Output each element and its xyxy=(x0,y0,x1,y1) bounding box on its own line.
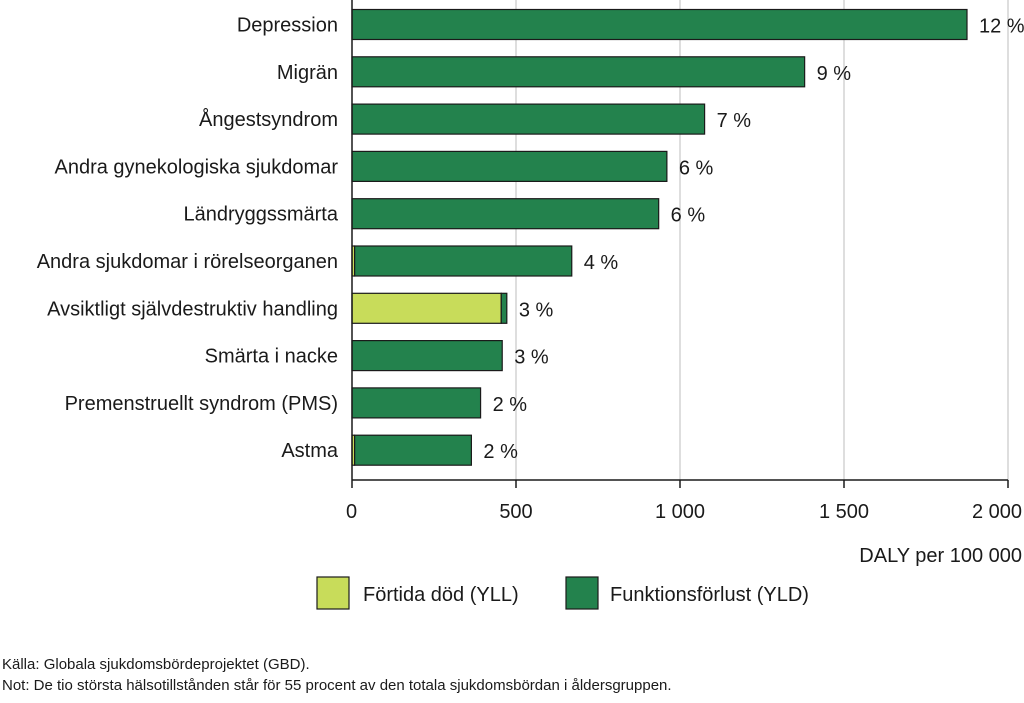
data-label: 3 % xyxy=(514,347,549,369)
category-label: Andra sjukdomar i rörelseorganen xyxy=(37,251,338,273)
category-label: Premenstruellt syndrom (PMS) xyxy=(65,393,338,415)
x-tick-label: 1 500 xyxy=(819,501,869,523)
data-label: 6 % xyxy=(671,205,706,227)
data-label: 3 % xyxy=(519,299,554,321)
bar-segment-yld xyxy=(351,56,806,88)
data-label: 2 % xyxy=(483,441,518,463)
category-label: Depression xyxy=(237,15,338,37)
data-label: 4 % xyxy=(584,252,619,274)
x-tick-label: 2 000 xyxy=(972,501,1022,523)
notes: Källa: Globala sjukdomsbördeprojektet (G… xyxy=(2,654,672,696)
bar-segment-yld xyxy=(500,292,508,324)
category-labels: Depression Migrän Ångestsyndrom Andra gynek… xyxy=(37,15,339,463)
x-tick-label: 500 xyxy=(499,501,532,523)
x-axis-title: DALY per 100 000 xyxy=(859,545,1022,567)
category-label: Andra gynekologiska sjukdomar xyxy=(55,156,339,178)
bar-segment-yld xyxy=(351,8,968,41)
bar-segment-yld xyxy=(351,340,503,372)
category-label: Astma xyxy=(281,440,339,462)
data-label: 12 % xyxy=(979,16,1024,38)
x-axis: 0 500 1 000 1 500 2 000 xyxy=(346,0,1022,523)
bar-segment-yld xyxy=(351,198,660,230)
bar-segment-yld xyxy=(351,387,482,419)
data-labels: 12 % 9 % 7 % 6 % 6 % 4 % 3 % 3 % 2 % 2 % xyxy=(483,16,1024,464)
bar-segment-yld xyxy=(351,150,668,182)
bar-segment-yld xyxy=(351,103,706,135)
category-label: Migrän xyxy=(277,62,338,84)
data-label: 2 % xyxy=(493,394,528,416)
category-label: Smärta i nacke xyxy=(205,346,338,368)
data-label: 7 % xyxy=(717,110,752,132)
bar-segment-yld xyxy=(354,434,472,466)
data-label: 9 % xyxy=(817,63,852,85)
x-tick-label: 0 xyxy=(346,501,357,523)
legend: Förtida död (YLL) Funktionsförlust (YLD) xyxy=(316,576,809,610)
bar-segment-yld xyxy=(354,245,573,277)
legend-swatch xyxy=(565,576,599,610)
legend-swatch xyxy=(316,576,350,610)
legend-label: Funktionsförlust (YLD) xyxy=(610,584,809,606)
bar-segment-yll xyxy=(351,292,502,324)
x-tick-label: 1 000 xyxy=(655,501,705,523)
bars xyxy=(351,8,968,466)
source-note: Källa: Globala sjukdomsbördeprojektet (G… xyxy=(2,656,310,673)
legend-label: Förtida död (YLL) xyxy=(363,584,519,606)
category-label: Avsiktligt självdestruktiv handling xyxy=(47,298,338,320)
data-label: 6 % xyxy=(679,157,714,179)
category-label: Ländryggssmärta xyxy=(183,204,338,226)
category-label: Ångestsyndrom xyxy=(199,108,338,131)
footnote: Not: De tio största hälsotillstånden stå… xyxy=(2,677,672,694)
chart: Depression Migrän Ångestsyndrom Andra gynek… xyxy=(37,0,1024,610)
